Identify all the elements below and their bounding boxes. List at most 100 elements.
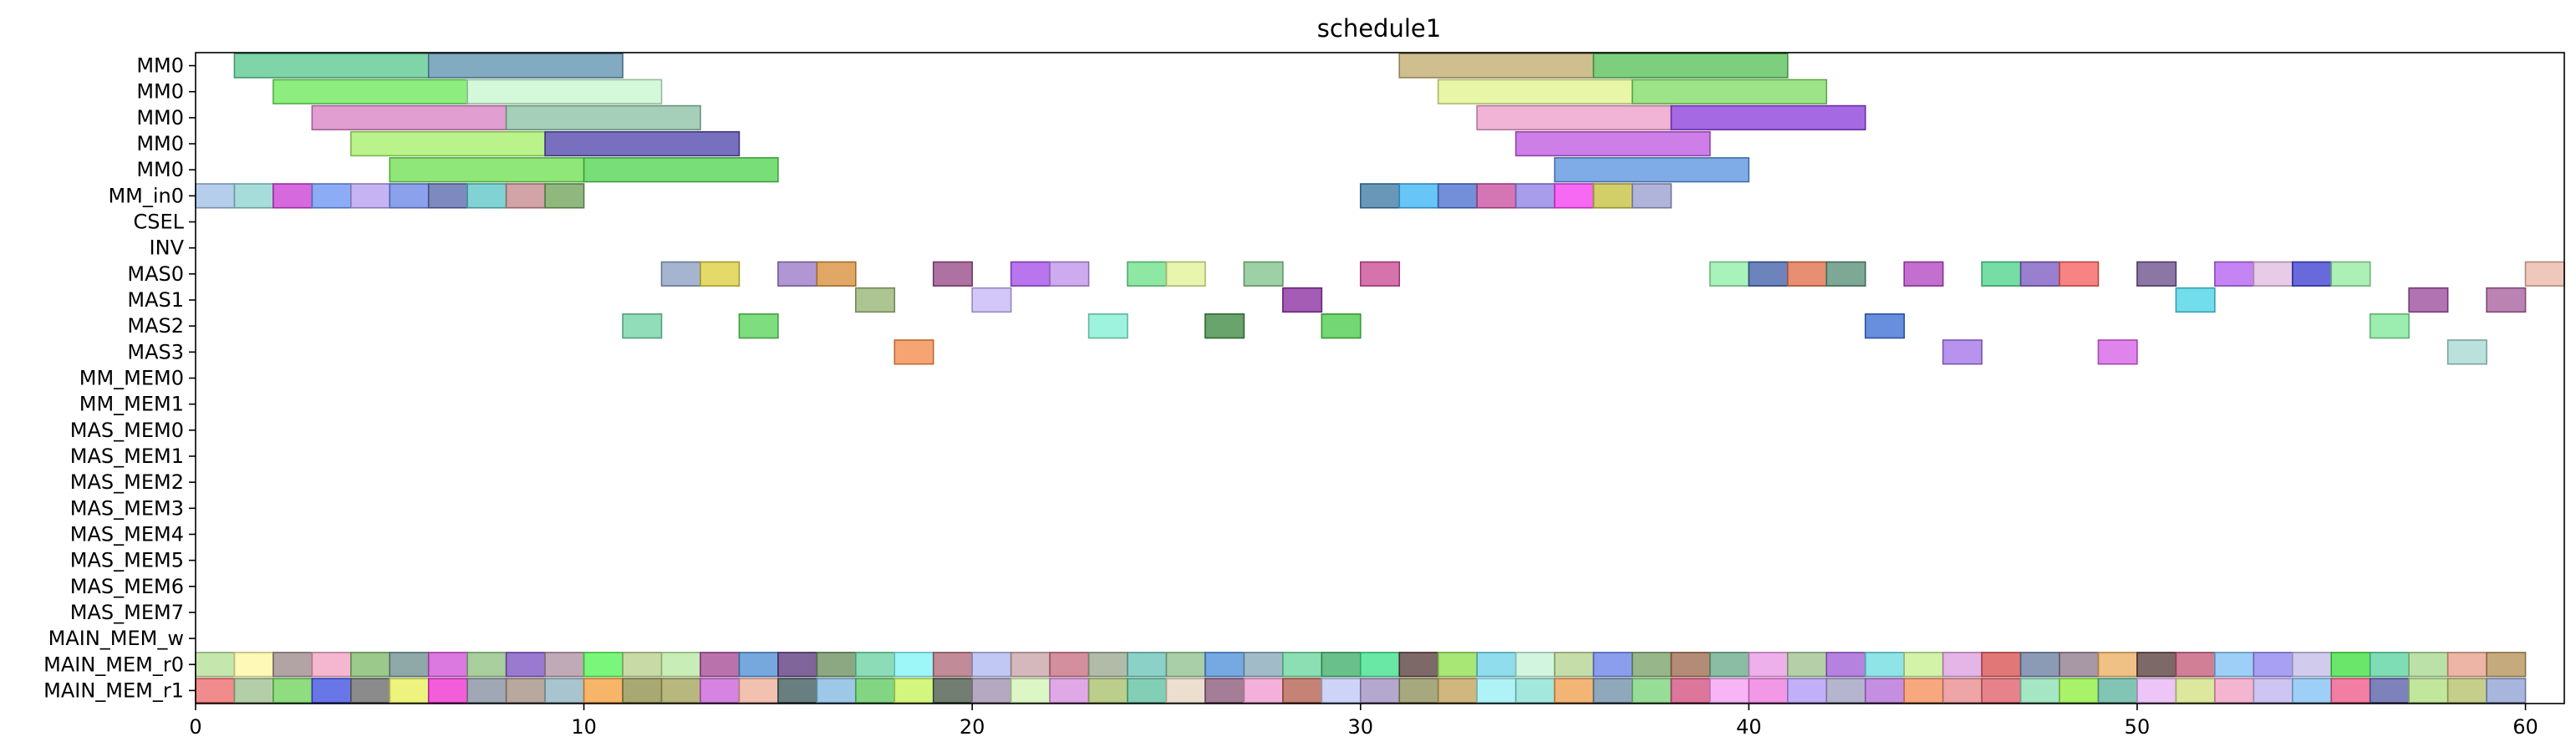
task-bar [311,104,507,131]
task-bar [505,104,701,131]
memory-slot-bar [1359,652,1401,678]
memory-slot-bar [738,652,779,678]
task-bar [1748,261,1789,287]
memory-slot-bar [311,652,352,678]
y-tick-label: MAS1 [127,288,184,312]
task-bar [1787,261,1828,287]
task-bar [544,183,585,209]
task-bar [777,261,818,287]
task-bar [2059,261,2100,287]
memory-slot-bar [1554,678,1595,704]
memory-slot-bar [2253,678,2293,704]
memory-slot-bar [1165,652,1206,678]
task-bar [466,79,663,104]
memory-slot-bar [2175,678,2216,704]
memory-slot-bar [816,652,857,678]
task-bar [1864,313,1905,339]
y-tick-label: MAS_MEM3 [70,496,184,520]
task-bar [1709,261,1750,287]
memory-slot-bar [1825,678,1866,704]
memory-slot-bar [427,652,469,678]
memory-slot-bar [777,678,818,704]
memory-slot-bar [622,652,663,678]
memory-slot-bar [1903,678,1944,704]
memory-slot-bar [1476,678,1517,704]
memory-slot-bar [893,678,934,704]
memory-slot-bar [1670,652,1711,678]
memory-slot-bar [195,678,236,704]
memory-slot-bar [2291,678,2333,704]
x-tick-label: 10 [571,715,597,739]
memory-slot-bar [2214,652,2255,678]
task-bar [272,183,313,209]
memory-slot-bar [1670,678,1711,704]
y-tick-label: MM0 [136,132,184,155]
task-bar [1282,287,1323,313]
task-bar [350,183,391,209]
memory-slot-bar [1592,678,1633,704]
y-tick-label: MAS2 [127,314,184,338]
task-bar [1554,183,1595,209]
task-bar [932,261,973,287]
task-bar [389,157,585,183]
x-tick-label: 60 [2512,715,2538,739]
y-tick-label: MAS0 [127,262,184,286]
y-tick-label: MAS_MEM1 [70,445,184,468]
task-bar [2486,287,2527,313]
task-bar [1204,313,1245,339]
memory-slot-bar [1825,652,1866,678]
memory-slot-bar [1087,652,1128,678]
memory-slot-bar [2136,652,2177,678]
memory-slot-bar [660,652,701,678]
task-bar [311,183,352,209]
memory-slot-bar [272,652,313,678]
task-bar [1981,261,2022,287]
memory-slot-bar [1515,652,1555,678]
memory-slot-bar [2486,652,2527,678]
memory-slot-bar [1087,678,1128,704]
memory-slot-bar [971,678,1012,704]
memory-slot-bar [2330,678,2371,704]
memory-slot-bar [738,678,779,704]
task-bar [505,183,546,209]
y-tick-label: MAIN_MEM_r0 [43,653,184,676]
memory-slot-bar [1437,678,1478,704]
y-tick-label: MM_MEM1 [79,393,184,416]
y-tick-label: MAS_MEM0 [70,419,184,442]
memory-slot-bar [427,678,469,704]
memory-slot-bar [1321,678,1362,704]
memory-slot-bar [1903,652,1944,678]
task-bar [2408,287,2449,313]
memory-slot-bar [2214,678,2255,704]
y-tick-label: MM0 [136,106,184,130]
memory-slot-bar [1243,678,1284,704]
task-bar [2175,287,2216,313]
task-bar [2524,261,2565,287]
y-tick-label: MM_MEM0 [79,367,184,390]
task-bar [233,183,274,209]
memory-slot-bar [1981,652,2022,678]
memory-slot-bar [466,678,507,704]
task-bar [427,53,624,79]
memory-slot-bar [2408,678,2449,704]
memory-slot-bar [389,678,430,704]
memory-slot-bar [1359,678,1401,704]
memory-slot-bar [700,678,741,704]
task-bar [1049,261,1090,287]
memory-slot-bar [2019,678,2060,704]
memory-slot-bar [1632,652,1672,678]
memory-slot-bar [505,652,546,678]
task-bar [1398,183,1439,209]
y-tick-label: MAS_MEM2 [70,470,184,494]
task-bar [350,130,546,157]
task-bar [2253,261,2293,287]
task-bar [1515,130,1711,157]
memory-slot-bar [2330,652,2371,678]
memory-slot-bar [1398,652,1439,678]
memory-slot-bar [1165,678,1206,704]
task-bar [660,261,701,287]
y-tick-label: CSEL [133,211,184,234]
memory-slot-bar [2253,652,2293,678]
task-bar [1476,104,1672,131]
